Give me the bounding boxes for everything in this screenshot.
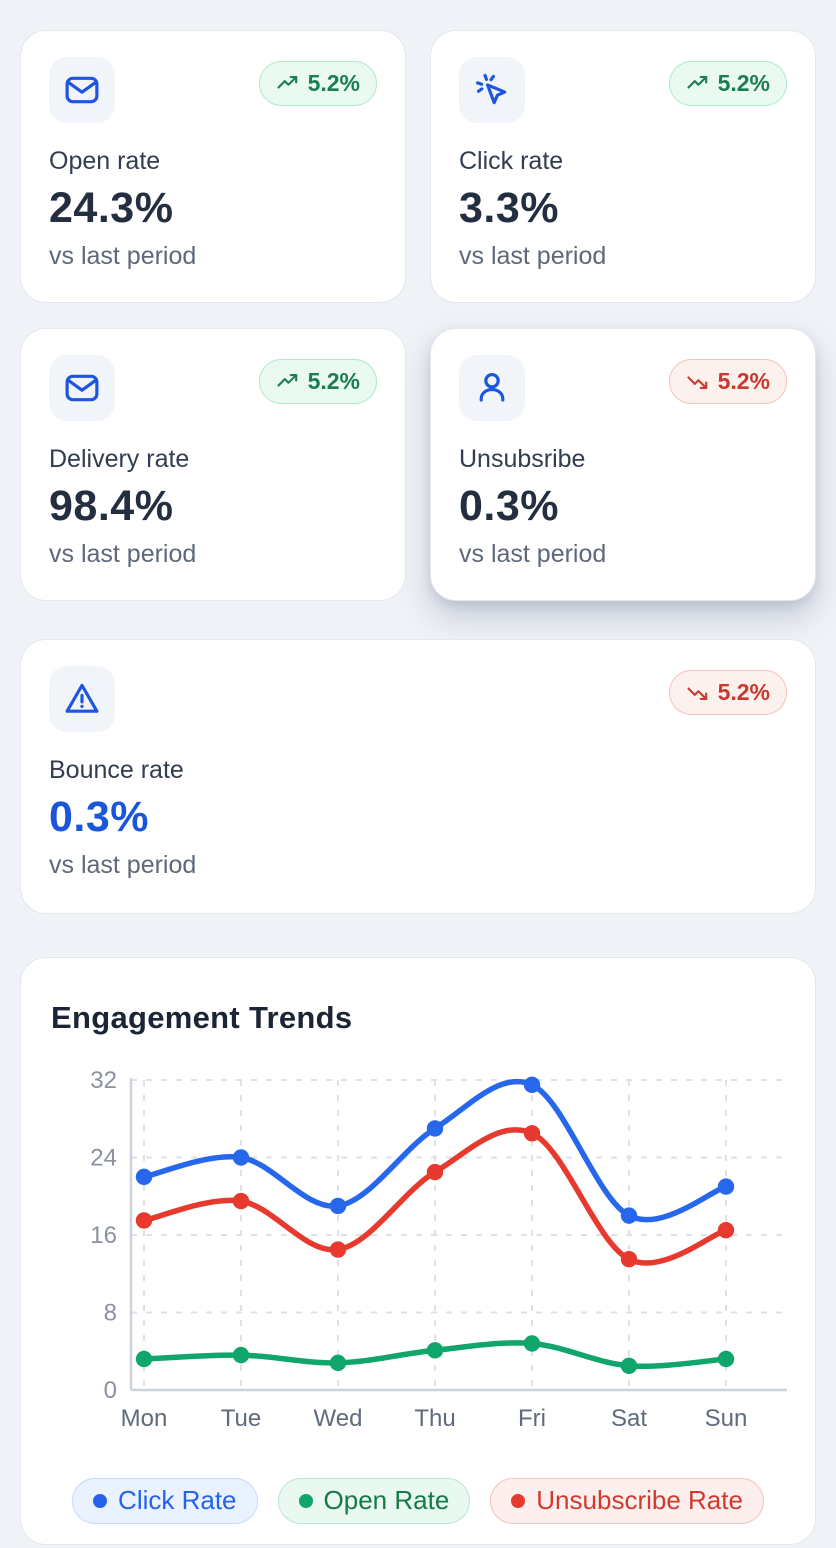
metric-label: Click rate [459,147,564,175]
trend-badge-value: 5.2% [717,368,770,394]
legend-label: Click Rate [118,1485,237,1515]
svg-text:Tue: Tue [221,1405,261,1432]
metric-label: Delivery rate [49,445,190,473]
svg-text:Fri: Fri [518,1405,546,1432]
cursor-click-icon [459,57,525,123]
legend-dot-red [511,1493,526,1508]
metric-subtext: vs last period [459,540,607,568]
svg-text:Wed: Wed [314,1405,363,1432]
metric-card-unsubscribe[interactable]: 5.2% Unsubsribe 0.3% vs last period [430,328,816,601]
metric-label: Bounce rate [49,756,184,784]
metric-value: 98.4% [49,482,174,530]
trend-badge-value: 5.2% [717,679,770,705]
trend-down-icon [687,376,707,389]
metric-value: 3.3% [459,184,560,232]
svg-text:Thu: Thu [414,1405,455,1432]
trend-down-icon [687,687,707,700]
engagement-chart: 0 8 16 24 32 Mon Tue Wed Thu Fri Sat Sun [49,1062,787,1434]
user-icon [459,355,525,421]
chart-legend: Click Rate Open Rate Unsubscribe Rate [49,1478,787,1524]
mail-icon [49,57,115,123]
metric-label: Unsubsribe [459,445,586,473]
warning-icon [49,666,115,732]
svg-text:Mon: Mon [121,1405,168,1432]
trend-badge: 5.2% [668,61,787,106]
trend-badge: 5.2% [668,670,787,715]
engagement-chart-svg: 0 8 16 24 32 Mon Tue Wed Thu Fri Sat Sun [90,1067,787,1432]
svg-text:0: 0 [104,1377,117,1404]
metric-value: 0.3% [459,482,560,530]
card-header: 5.2% [49,57,377,123]
mail-icon [49,355,115,421]
legend-dot-green [298,1493,313,1508]
metric-subtext: vs last period [49,851,197,879]
card-header: 5.2% [459,57,787,123]
svg-text:Sat: Sat [611,1405,647,1432]
trend-badge: 5.2% [668,359,787,404]
metric-subtext: vs last period [459,242,607,270]
metric-card-delivery-rate[interactable]: 5.2% Delivery rate 98.4% vs last period [20,328,406,601]
metric-card-bounce-rate[interactable]: 5.2% Bounce rate 0.3% vs last period [20,639,816,914]
legend-dot-blue [93,1493,108,1508]
metric-subtext: vs last period [49,540,197,568]
trend-badge-value: 5.2% [307,368,360,394]
trend-badge: 5.2% [258,359,377,404]
chart-title: Engagement Trends [51,1000,353,1035]
metric-card-open-rate[interactable]: 5.2% Open rate 24.3% vs last period [20,30,406,303]
svg-text:24: 24 [90,1145,117,1172]
svg-text:8: 8 [104,1300,117,1327]
trend-up-icon [277,374,297,387]
legend-item-open-rate[interactable]: Open Rate [277,1478,471,1524]
card-header: 5.2% [459,355,787,421]
trend-up-icon [277,76,297,89]
metrics-grid: 5.2% Open rate 24.3% vs last period [20,30,816,601]
metric-value: 0.3% [49,793,150,841]
svg-text:Sun: Sun [705,1405,748,1432]
card-header: 5.2% [49,355,377,421]
metric-card-click-rate[interactable]: 5.2% Click rate 3.3% vs last period [430,30,816,303]
engagement-trends-card: Engagement Trends 0 8 16 24 32 Mon Tue Wed Thu Fr… [20,957,816,1545]
metric-label: Open rate [49,147,161,175]
trend-badge: 5.2% [258,61,377,106]
metric-subtext: vs last period [49,242,197,270]
svg-text:16: 16 [90,1222,117,1249]
trend-badge-value: 5.2% [717,70,770,96]
trend-badge-value: 5.2% [307,70,360,96]
legend-label: Open Rate [323,1485,450,1515]
metric-value: 24.3% [49,184,174,232]
svg-text:32: 32 [90,1067,117,1094]
legend-item-unsubscribe-rate[interactable]: Unsubscribe Rate [490,1478,764,1524]
legend-item-click-rate[interactable]: Click Rate [72,1478,258,1524]
trend-up-icon [687,76,707,89]
legend-label: Unsubscribe Rate [536,1485,743,1515]
card-header: 5.2% [49,666,787,732]
